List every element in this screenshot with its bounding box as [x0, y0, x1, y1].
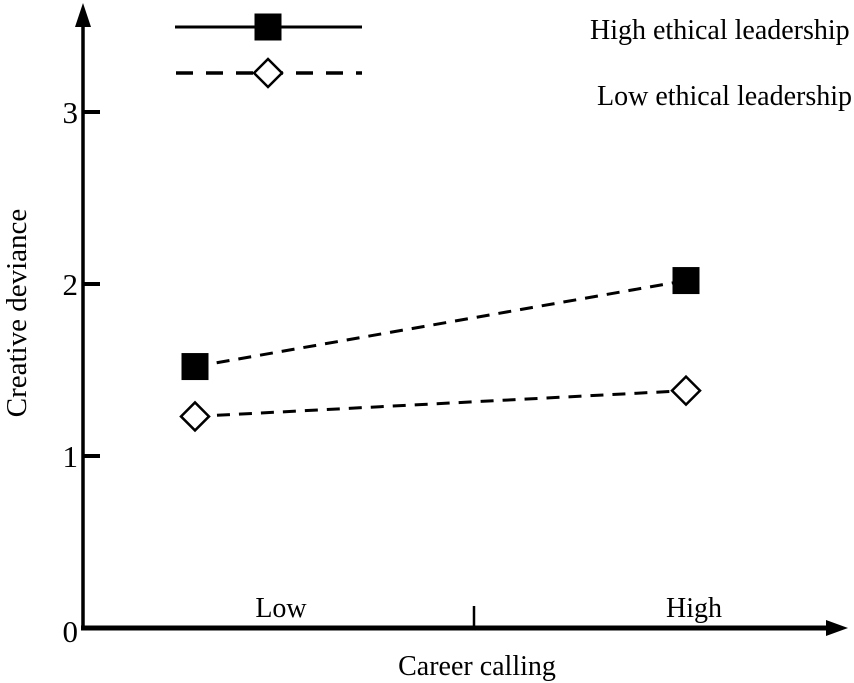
series-low-ethical-leadership	[179, 374, 702, 433]
x-tick-label-low: Low	[255, 593, 307, 624]
filled-square-marker-low	[181, 353, 209, 381]
x-axis-ticks: Low High	[255, 593, 722, 628]
y-tick-label-0: 0	[63, 614, 79, 649]
y-axis-arrowhead	[75, 3, 91, 27]
legend-label-low-ethical-leadership: Low ethical leadership	[597, 81, 852, 112]
legend-glyphs	[175, 13, 362, 89]
series-line	[194, 279, 687, 369]
legend: High ethical leadership Low ethical lead…	[175, 13, 852, 112]
legend-label-high-ethical-leadership: High ethical leadership	[590, 15, 850, 46]
y-tick-label-1: 1	[63, 439, 79, 474]
x-axis-title: Career calling	[398, 651, 556, 682]
x-axis-arrowhead	[826, 620, 848, 636]
y-tick-label-2: 2	[63, 267, 79, 302]
y-axis-ticks: 0 1 2 3	[63, 95, 100, 649]
series-high-ethical-leadership	[181, 267, 700, 381]
y-axis-title: Creative deviance	[1, 209, 33, 418]
axes	[75, 3, 848, 636]
open-diamond-marker-low	[179, 400, 211, 433]
filled-square-marker-high	[672, 267, 700, 295]
y-tick-label-3: 3	[63, 95, 79, 130]
series-line	[194, 389, 687, 418]
open-diamond-marker-high	[670, 374, 702, 407]
legend-open-diamond-marker	[252, 57, 284, 89]
legend-filled-square-marker	[254, 13, 282, 41]
x-tick-label-high: High	[666, 593, 722, 624]
data-series-group	[179, 267, 702, 433]
